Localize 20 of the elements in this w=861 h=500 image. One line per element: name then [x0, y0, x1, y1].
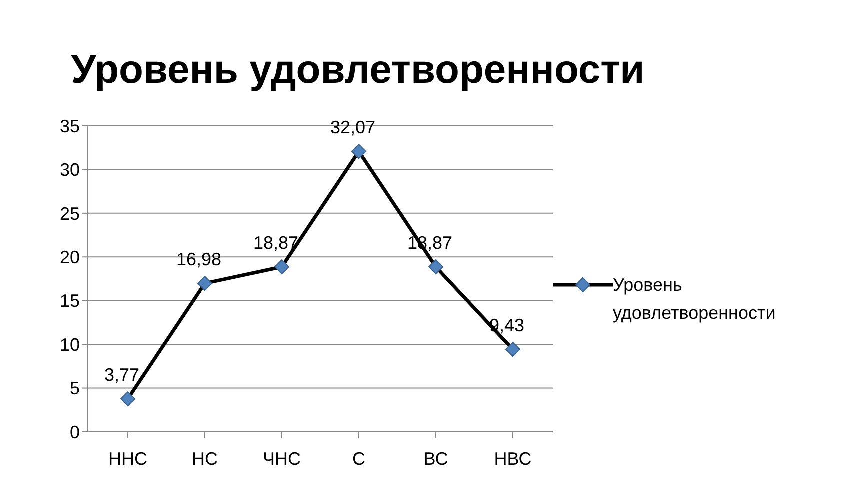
y-tick-label: 5: [70, 378, 80, 399]
chart-title: Уровень удовлетворенности: [70, 47, 646, 94]
y-tick-label: 35: [60, 116, 80, 136]
x-tick-label: НС: [192, 448, 218, 469]
x-tick-label: ЧНС: [263, 448, 301, 469]
y-tick-label: 0: [70, 422, 80, 442]
data-label: 3,77: [104, 365, 140, 386]
y-tick-label: 20: [60, 248, 80, 268]
data-label: 32,07: [330, 118, 376, 138]
y-tick-label: 25: [60, 204, 80, 224]
x-tick-label: НВС: [494, 448, 532, 469]
y-tick-label: 15: [60, 291, 80, 312]
x-tick-label: ННС: [108, 448, 148, 469]
x-tick-label: С: [352, 448, 366, 469]
data-label: 16,98: [176, 250, 222, 270]
data-label: 18,87: [253, 233, 299, 254]
y-tick-label: 30: [60, 160, 80, 180]
y-tick-label: 10: [60, 334, 80, 355]
x-tick-label: ВС: [424, 448, 448, 469]
legend-label: Уровень удовлетворенности: [613, 274, 777, 325]
